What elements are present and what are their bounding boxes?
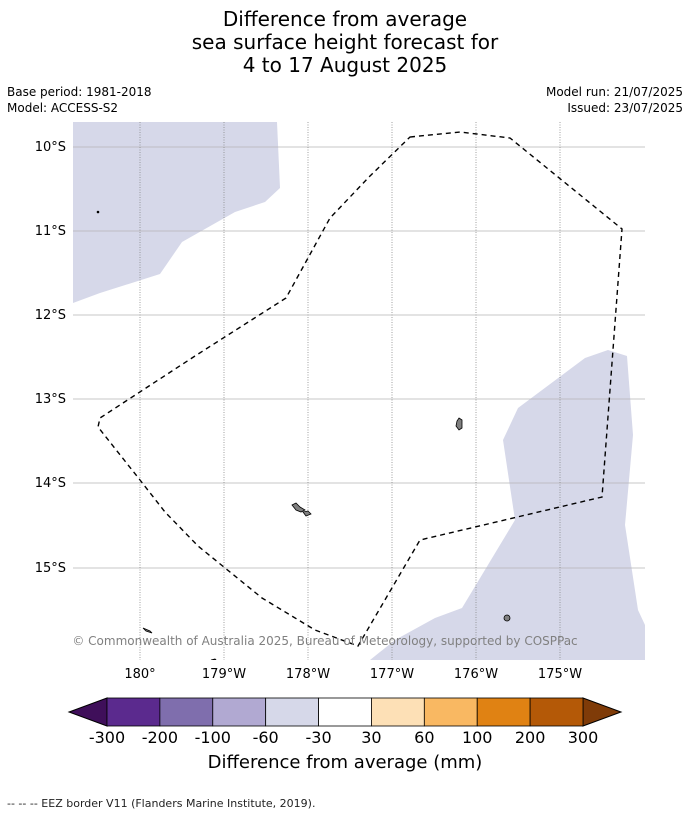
forecast-info-right: Model run: 21/07/2025 Issued: 23/07/2025 xyxy=(546,84,683,116)
colorbar-high-extension xyxy=(582,697,623,727)
colorbar-low-extension xyxy=(67,697,108,727)
colorbar-tick-labels: -300 -200 -100 -60 -30 30 60 100 200 300 xyxy=(89,728,598,747)
colorbar: -300 -200 -100 -60 -30 30 60 100 200 300 xyxy=(67,697,623,747)
eez-border xyxy=(97,131,623,647)
colorbar-tick-label: -30 xyxy=(305,728,331,747)
colorbar-segment xyxy=(212,697,267,727)
island-niuafoou xyxy=(503,614,511,622)
title-line-1: Difference from average xyxy=(222,7,468,31)
colorbar-tick-label: 60 xyxy=(414,728,434,747)
colorbar-tick-label: -300 xyxy=(89,728,125,747)
colorbar-tick-label: 100 xyxy=(462,728,493,747)
colorbar-tick-label: 30 xyxy=(361,728,381,747)
colorbar-tick-label: -100 xyxy=(195,728,231,747)
map-area: © Commonwealth of Australia 2025, Bureau… xyxy=(72,122,645,660)
lat-label-11s: 11°S xyxy=(35,224,66,239)
eez-footnote: -- -- -- EEZ border V11 (Flanders Marine… xyxy=(7,797,316,810)
colorbar-tick-label: 300 xyxy=(568,728,599,747)
lat-label-13s: 13°S xyxy=(35,392,66,407)
colorbar-segment xyxy=(371,697,425,727)
title-line-2: sea surface height forecast for xyxy=(191,30,499,54)
colorbar-tick-label: -200 xyxy=(142,728,178,747)
title-line-3: 4 to 17 August 2025 xyxy=(242,53,448,77)
shaded-region-southeast xyxy=(370,350,645,660)
lon-label-178w: 178°W xyxy=(286,667,330,682)
shaded-region-northwest xyxy=(73,122,280,303)
colorbar-segment xyxy=(529,697,584,727)
lat-label-12s: 12°S xyxy=(35,308,66,323)
map-attribution: © Commonwealth of Australia 2025, Bureau… xyxy=(72,634,577,648)
colorbar-segment xyxy=(318,697,372,727)
map-title: Difference from average sea surface heig… xyxy=(0,8,690,77)
island-wallis xyxy=(455,417,463,431)
colorbar-tick-label: -60 xyxy=(253,728,279,747)
colorbar-segment xyxy=(106,697,161,727)
island-small-nw xyxy=(96,210,100,214)
issued-date: Issued: 23/07/2025 xyxy=(567,101,683,115)
islands xyxy=(96,210,511,660)
colorbar-segment xyxy=(423,697,478,727)
forecast-info-left: Base period: 1981-2018 Model: ACCESS-S2 xyxy=(7,84,152,116)
lat-label-15s: 15°S xyxy=(35,561,66,576)
latitude-labels: 10°S 11°S 12°S 13°S 14°S 15°S xyxy=(35,140,66,576)
latitude-gridlines xyxy=(73,146,645,569)
longitude-labels: 180° 179°W 178°W 177°W 176°W 175°W xyxy=(124,667,582,682)
lon-label-177w: 177°W xyxy=(370,667,414,682)
colorbar-tick-label: 200 xyxy=(515,728,546,747)
island-futuna xyxy=(291,502,306,513)
lon-label-176w: 176°W xyxy=(454,667,498,682)
model-run: Model run: 21/07/2025 xyxy=(545,85,683,99)
colorbar-segment xyxy=(265,697,319,727)
lon-label-175w: 175°W xyxy=(538,667,582,682)
colorbar-segment xyxy=(476,697,531,727)
model-name: Model: ACCESS-S2 xyxy=(7,101,119,115)
island-edge-sw xyxy=(142,627,153,634)
base-period: Base period: 1981-2018 xyxy=(7,85,152,99)
lon-label-180: 180° xyxy=(124,667,155,682)
colorbar-segment xyxy=(159,697,214,727)
lat-label-10s: 10°S xyxy=(35,140,66,155)
lat-label-14s: 14°S xyxy=(35,476,66,491)
lon-label-179w: 179°W xyxy=(202,667,246,682)
colorbar-label: Difference from average (mm) xyxy=(207,752,483,773)
colorbar-segments xyxy=(106,697,584,727)
island-alofi xyxy=(302,510,312,517)
longitude-gridlines xyxy=(139,122,561,660)
island-edge-south xyxy=(210,658,217,660)
